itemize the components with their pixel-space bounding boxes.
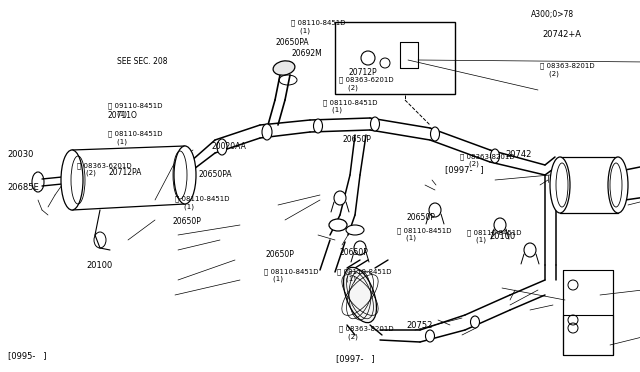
Text: 20020AA: 20020AA xyxy=(211,142,246,151)
Ellipse shape xyxy=(431,127,440,141)
Text: [0997-   ]: [0997- ] xyxy=(445,165,483,174)
Ellipse shape xyxy=(426,330,435,342)
Text: Ⓢ 08363-6201D
    (2): Ⓢ 08363-6201D (2) xyxy=(77,162,131,176)
Text: SEE SEC. 208: SEE SEC. 208 xyxy=(117,57,168,66)
Ellipse shape xyxy=(61,150,83,210)
Text: [0997-   ]: [0997- ] xyxy=(336,355,374,363)
Text: 20712PA: 20712PA xyxy=(109,169,142,177)
Text: 20650PA: 20650PA xyxy=(198,170,232,179)
Text: Ⓒ 08110-8451D
    (1): Ⓒ 08110-8451D (1) xyxy=(323,99,378,113)
Text: 20711O: 20711O xyxy=(108,111,138,120)
Text: 20650P: 20650P xyxy=(342,135,371,144)
Ellipse shape xyxy=(470,316,479,328)
Text: 20650P: 20650P xyxy=(266,250,294,259)
Ellipse shape xyxy=(429,203,441,217)
Text: Ⓒ 08110-8451D
    (1): Ⓒ 08110-8451D (1) xyxy=(397,227,451,241)
Ellipse shape xyxy=(262,124,272,140)
Text: 20685E: 20685E xyxy=(8,183,40,192)
Text: Ⓢ 08363-8201D
    (2): Ⓢ 08363-8201D (2) xyxy=(460,153,514,167)
Text: 20650P: 20650P xyxy=(173,217,202,226)
Ellipse shape xyxy=(494,218,506,232)
Text: 20692M: 20692M xyxy=(291,49,322,58)
Text: 20100: 20100 xyxy=(490,232,516,241)
Text: Ⓒ 08110-8451D
    (1): Ⓒ 08110-8451D (1) xyxy=(175,196,229,210)
Text: Ⓒ 08110-8451D
    (1): Ⓒ 08110-8451D (1) xyxy=(291,20,346,34)
Ellipse shape xyxy=(273,61,295,75)
Ellipse shape xyxy=(608,157,628,213)
Text: 20100: 20100 xyxy=(86,262,113,270)
Text: Ⓢ 08363-8201D
    (2): Ⓢ 08363-8201D (2) xyxy=(540,63,594,77)
Ellipse shape xyxy=(344,267,376,323)
Ellipse shape xyxy=(314,119,323,133)
Bar xyxy=(563,315,613,355)
Ellipse shape xyxy=(329,219,347,231)
Text: Ⓢ 08363-6201D
    (2): Ⓢ 08363-6201D (2) xyxy=(339,77,394,91)
Text: 20650PA: 20650PA xyxy=(275,38,309,47)
Text: 20752: 20752 xyxy=(406,321,433,330)
Text: Ⓒ 08110-8451D
    (1): Ⓒ 08110-8451D (1) xyxy=(264,268,318,282)
Text: Ⓢ 08363-8201D
    (2): Ⓢ 08363-8201D (2) xyxy=(339,326,394,340)
Text: 20712P: 20712P xyxy=(349,68,378,77)
Ellipse shape xyxy=(490,149,499,163)
Ellipse shape xyxy=(334,191,346,205)
Ellipse shape xyxy=(174,146,196,204)
Ellipse shape xyxy=(217,139,227,155)
Text: 20030: 20030 xyxy=(8,150,34,159)
Text: Ⓒ 08110-8451D
    (1): Ⓒ 08110-8451D (1) xyxy=(108,131,162,145)
Ellipse shape xyxy=(346,225,364,235)
Text: Ⓒ 09110-8451D
    (1): Ⓒ 09110-8451D (1) xyxy=(108,103,162,117)
Text: Ⓒ 08110-8451D
    (1): Ⓒ 08110-8451D (1) xyxy=(467,229,522,243)
Text: 20650P: 20650P xyxy=(339,248,368,257)
Ellipse shape xyxy=(354,241,366,255)
Text: A300;0>78: A300;0>78 xyxy=(531,10,574,19)
Bar xyxy=(335,22,455,94)
Ellipse shape xyxy=(524,243,536,257)
Text: 20650P: 20650P xyxy=(406,213,435,222)
Ellipse shape xyxy=(550,157,570,213)
Bar xyxy=(563,270,613,355)
Text: 20742+A: 20742+A xyxy=(543,30,582,39)
Text: [0995-   ]: [0995- ] xyxy=(8,351,46,360)
Ellipse shape xyxy=(371,117,380,131)
Text: 20742: 20742 xyxy=(506,150,532,159)
Text: Ⓒ 08110-8451D
    (1): Ⓒ 08110-8451D (1) xyxy=(337,268,392,282)
